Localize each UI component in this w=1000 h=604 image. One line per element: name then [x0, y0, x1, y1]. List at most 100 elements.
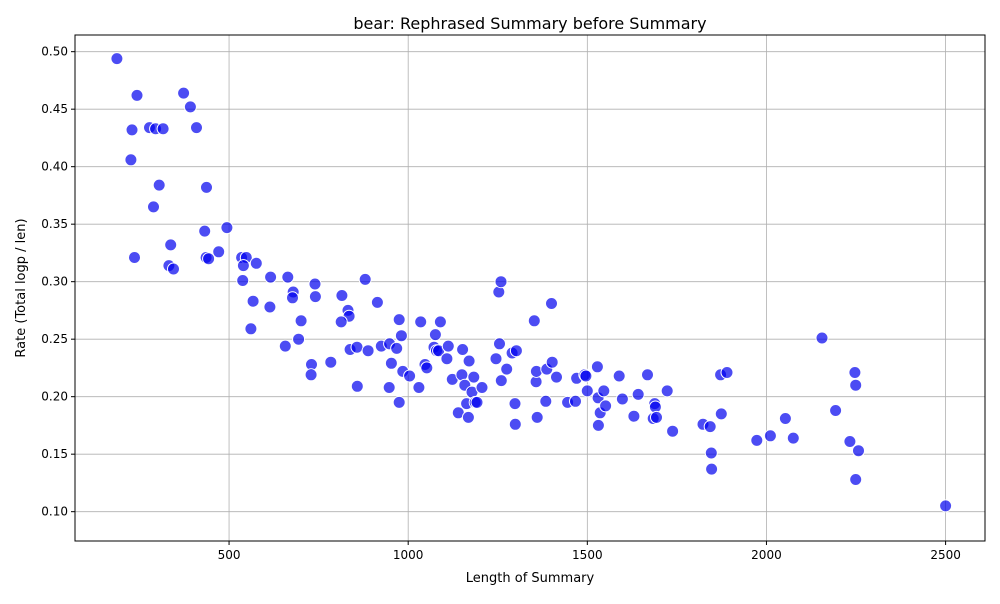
data-point — [750, 433, 764, 447]
x-axis-label: Length of Summary — [466, 571, 595, 586]
y-tick-label: 0.30 — [41, 275, 68, 289]
y-tick-label: 0.15 — [41, 447, 68, 461]
data-point — [183, 100, 197, 114]
data-point — [494, 374, 508, 388]
y-tick-label: 0.25 — [41, 332, 68, 346]
data-point — [475, 381, 489, 394]
data-point — [467, 370, 481, 384]
data-point — [843, 435, 857, 448]
data-point — [164, 238, 178, 252]
data-point — [124, 153, 138, 167]
data-point — [246, 294, 260, 308]
data-point — [539, 394, 553, 408]
data-point — [461, 410, 475, 424]
data-point — [392, 313, 406, 327]
data-point — [202, 252, 216, 266]
data-point — [358, 272, 372, 286]
data-point — [714, 407, 728, 421]
x-tick-label: 2000 — [751, 548, 782, 562]
data-point — [220, 221, 234, 235]
data-point — [462, 354, 476, 368]
data-point — [370, 295, 384, 309]
data-point — [167, 262, 180, 276]
plot-frame — [74, 34, 986, 542]
data-point — [350, 379, 364, 393]
data-point — [198, 224, 212, 238]
data-point — [236, 259, 250, 273]
data-point — [308, 277, 322, 291]
data-point — [249, 256, 263, 270]
data-point — [720, 366, 734, 379]
data-point — [703, 420, 717, 434]
data-point — [147, 200, 160, 214]
chart-title: bear: Rephrased Summary before Summary — [353, 14, 706, 33]
data-point — [597, 384, 611, 398]
data-point — [849, 473, 863, 486]
data-point — [382, 381, 396, 394]
data-point — [128, 251, 141, 264]
y-axis-ticks: 0.10 0.15 0.20 0.25 0.30 0.35 0.40 0.45 0.50 — [41, 45, 75, 519]
data-point — [304, 368, 318, 382]
data-point — [591, 418, 605, 432]
x-tick-label: 1500 — [572, 548, 603, 562]
data-point — [281, 270, 295, 284]
data-point — [848, 366, 862, 379]
data-point — [631, 387, 645, 401]
data-point — [264, 270, 278, 284]
data-point — [334, 315, 348, 329]
y-tick-label: 0.20 — [41, 390, 68, 404]
data-point — [580, 384, 594, 398]
data-point — [414, 315, 428, 329]
y-tick-label: 0.10 — [41, 505, 68, 519]
data-point — [384, 356, 398, 370]
data-point — [125, 123, 139, 137]
data-point — [390, 341, 404, 355]
data-point — [815, 331, 829, 345]
data-point — [550, 370, 563, 384]
data-point — [324, 355, 338, 369]
data-point — [852, 444, 865, 458]
y-tick-label: 0.50 — [41, 45, 68, 59]
data-point — [441, 339, 455, 353]
data-point — [527, 314, 541, 328]
data-point — [244, 322, 258, 336]
data-point — [130, 88, 144, 102]
data-point — [829, 404, 843, 417]
data-point — [786, 431, 800, 445]
data-point — [420, 361, 434, 375]
data-point — [412, 381, 426, 394]
data-point — [489, 352, 503, 366]
y-tick-label: 0.45 — [41, 102, 68, 116]
data-point — [177, 86, 191, 100]
data-point — [494, 275, 508, 289]
y-tick-label: 0.35 — [41, 217, 68, 231]
data-point — [236, 274, 250, 287]
data-point — [545, 297, 558, 310]
data-point — [212, 245, 226, 259]
data-point — [778, 412, 792, 425]
y-axis-label: Rate (Total logp / len) — [14, 218, 29, 357]
x-axis-ticks: 500 1000 1500 2000 2500 — [218, 541, 961, 562]
data-point — [590, 360, 604, 374]
data-point — [200, 180, 213, 194]
x-tick-label: 1000 — [393, 548, 424, 562]
y-tick-label: 0.40 — [41, 160, 68, 174]
data-point — [704, 446, 718, 460]
data-point — [292, 332, 306, 346]
data-point — [294, 314, 308, 328]
data-point — [470, 395, 484, 409]
data-point — [156, 122, 170, 136]
data-point — [152, 178, 166, 192]
data-point — [308, 290, 322, 304]
data-point — [263, 300, 277, 314]
data-point — [456, 343, 470, 356]
data-point — [599, 399, 613, 413]
data-point — [660, 384, 674, 398]
data-point — [190, 121, 203, 135]
data-point — [849, 378, 863, 392]
data-point — [335, 289, 349, 302]
data-point — [493, 337, 506, 351]
